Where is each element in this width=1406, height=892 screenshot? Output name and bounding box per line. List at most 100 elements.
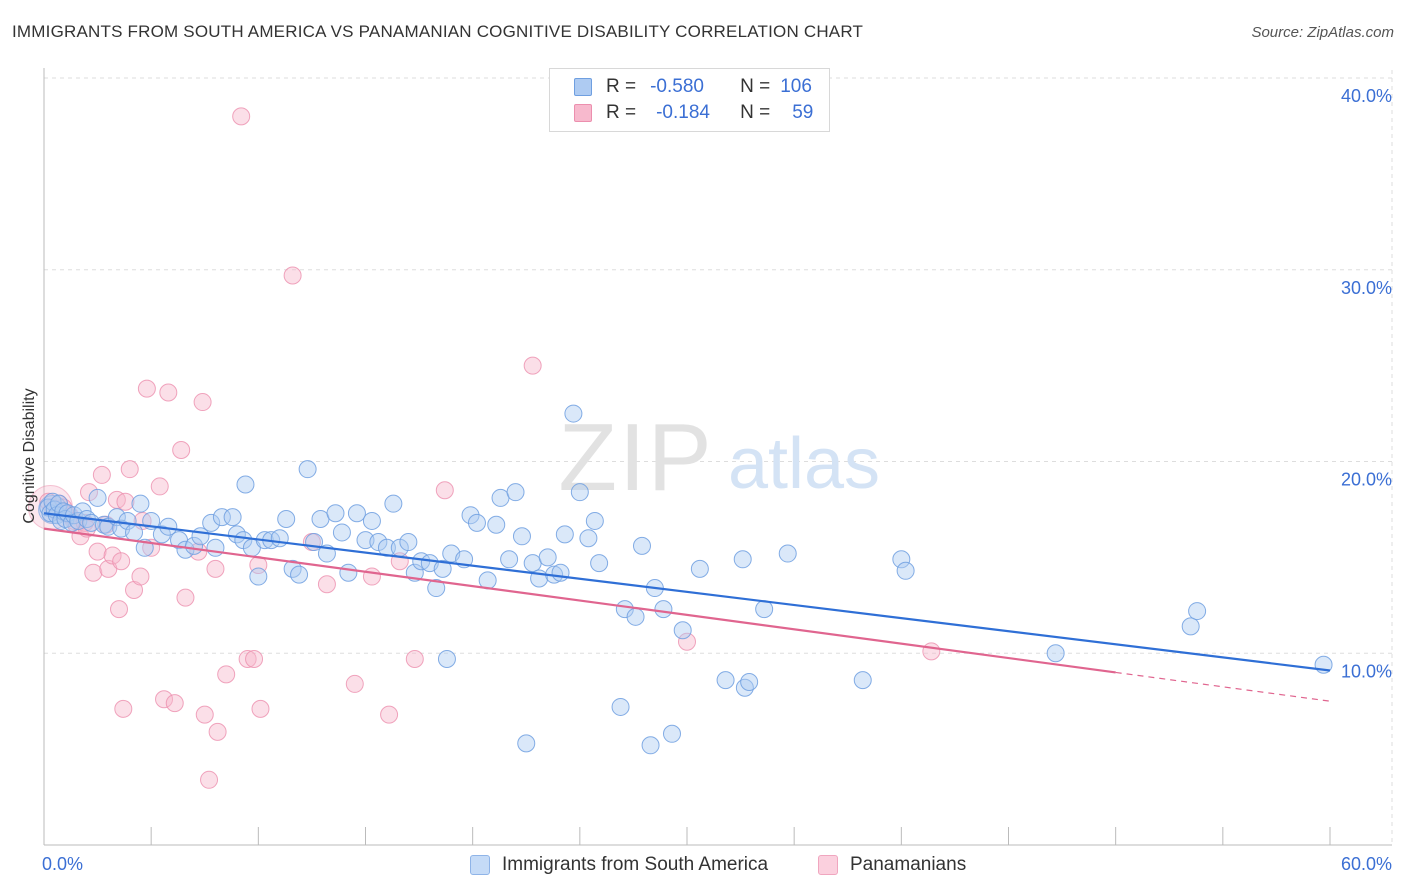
south-america-point (467, 513, 486, 532)
south-america-point (585, 511, 604, 530)
south-america-point (523, 554, 542, 573)
south-america-point (778, 544, 797, 563)
panamanians-point (405, 650, 424, 669)
south-america-point (152, 525, 171, 544)
panamanians-point (172, 440, 191, 459)
south-america-point (298, 460, 317, 479)
legend-r-value: -0.184 (656, 102, 710, 123)
south-america-point (564, 404, 583, 423)
panamanians-trend-extension (1115, 671, 1331, 702)
south-america-trend-line (43, 512, 1331, 672)
bottom-legend-south-america: Immigrants from South America (470, 852, 768, 878)
south-america-point (590, 554, 609, 573)
south-america-point (733, 550, 752, 569)
bottom-legend-swatch-blue (470, 855, 490, 875)
panamanians-point (110, 600, 129, 619)
south-america-point (461, 506, 480, 525)
panamanians-point (362, 567, 381, 586)
panamanians-point (206, 559, 225, 578)
panamanians-point (193, 393, 212, 412)
south-america-point (538, 548, 557, 567)
watermark-zip: ZIP (558, 404, 713, 511)
y-tick-label: 40.0% (1341, 86, 1392, 106)
bottom-legend-label: Immigrants from South America (502, 854, 769, 875)
panamanians-point (283, 266, 302, 285)
panamanians-point (245, 650, 264, 669)
south-america-point (362, 511, 381, 530)
legend-r-label: R = (606, 76, 637, 97)
south-america-point (125, 523, 144, 542)
legend-swatch-blue (574, 78, 592, 96)
bottom-legend-panamanians: Panamanians (818, 852, 966, 878)
grid-layer (44, 70, 1393, 845)
trend-lines (43, 512, 1331, 702)
y-tick-label: 20.0% (1341, 470, 1392, 490)
panamanians-point (150, 477, 169, 496)
south-america-point (270, 529, 289, 548)
south-america-point (740, 673, 759, 692)
panamanians-point (238, 650, 257, 669)
south-america-point (339, 563, 358, 582)
south-america-point (551, 563, 570, 582)
south-america-point (491, 488, 510, 507)
legend-row-south-america: R = -0.580 N = 106 (574, 75, 812, 99)
south-america-point (384, 494, 403, 513)
panamanians-point (103, 546, 122, 565)
south-america-point (1181, 617, 1200, 636)
south-america-point (673, 621, 692, 640)
panamanians-point (114, 699, 133, 718)
south-america-point (892, 550, 911, 569)
south-america-point (249, 567, 268, 586)
south-america-point (437, 650, 456, 669)
south-america-point (1188, 602, 1207, 621)
panamanians-point (200, 770, 219, 789)
legend-n-value: 59 (792, 102, 814, 123)
source-label: Source: ZipAtlas.com (1251, 24, 1394, 41)
south-america-point (212, 508, 231, 527)
legend-r-value: -0.580 (650, 76, 704, 97)
panamanians-point (922, 642, 941, 661)
south-america-point (641, 736, 660, 755)
south-america-point (202, 513, 221, 532)
south-america-point (206, 538, 225, 557)
south-america-point (118, 511, 137, 530)
south-america-point (654, 600, 673, 619)
panamanians-point (251, 699, 270, 718)
panamanians-point (116, 492, 135, 511)
south-america-point (512, 527, 531, 546)
panamanians-point (120, 460, 139, 479)
panamanians-point (345, 674, 364, 693)
south-america-point (517, 734, 536, 753)
bottom-legend-swatch-pink (818, 855, 838, 875)
panamanians-point (88, 542, 107, 561)
south-america-point (311, 510, 330, 529)
panamanians-point (232, 107, 251, 126)
y-tick-label: 30.0% (1341, 278, 1392, 298)
south-america-point (290, 565, 309, 584)
south-america-point (632, 536, 651, 555)
y-tick-label: 10.0% (1341, 661, 1392, 681)
south-america-point (579, 529, 598, 548)
south-america-point (277, 510, 296, 529)
south-america-point (369, 533, 388, 552)
south-america-point (347, 504, 366, 523)
south-america-point (506, 483, 525, 502)
south-america-point (755, 600, 774, 619)
south-america-point (611, 697, 630, 716)
panamanians-point (80, 483, 99, 502)
legend-n-value: 106 (780, 76, 812, 97)
south-america-point (690, 559, 709, 578)
south-america-point (500, 550, 519, 569)
bottom-legend-label: Panamanians (850, 854, 967, 875)
south-america-point (853, 671, 872, 690)
panamanians-point (165, 694, 184, 713)
panamanians-point (176, 588, 195, 607)
panamanians-point (317, 575, 336, 594)
south-america-point (236, 475, 255, 494)
south-america-point (223, 508, 242, 527)
panamanians-point (112, 552, 131, 571)
south-america-point (88, 488, 107, 507)
panamanians-point (155, 690, 174, 709)
watermark-atlas: atlas (728, 424, 880, 504)
